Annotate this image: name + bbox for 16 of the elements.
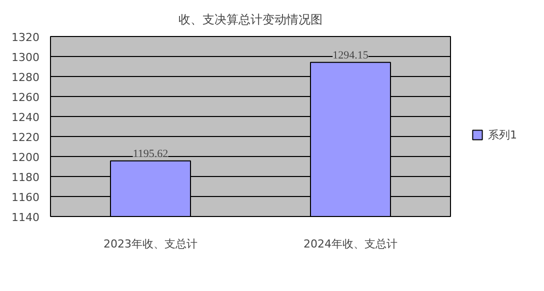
y-tick-label: 1220 — [12, 131, 40, 144]
y-tick-label: 1240 — [12, 111, 40, 124]
legend-label: 系列1 — [488, 127, 517, 142]
y-tick-label: 1160 — [12, 191, 40, 204]
x-tick-label: 2024年收、支总计 — [304, 238, 398, 250]
data-label: 1195.62 — [132, 148, 168, 160]
y-tick-label: 1300 — [12, 51, 40, 64]
data-label: 1294.15 — [332, 49, 369, 62]
x-tick-label: 2023年收、支总计 — [104, 238, 198, 250]
y-tick-label: 1260 — [12, 91, 40, 104]
y-tick-label: 1320 — [12, 31, 40, 44]
y-tick-label: 1280 — [12, 71, 40, 84]
y-tick-label: 1200 — [12, 151, 40, 164]
y-tick-label: 1180 — [12, 171, 40, 184]
y-tick-label: 1140 — [12, 211, 40, 224]
chart-title: 收、支决算总计变动情况图 — [178, 12, 322, 26]
